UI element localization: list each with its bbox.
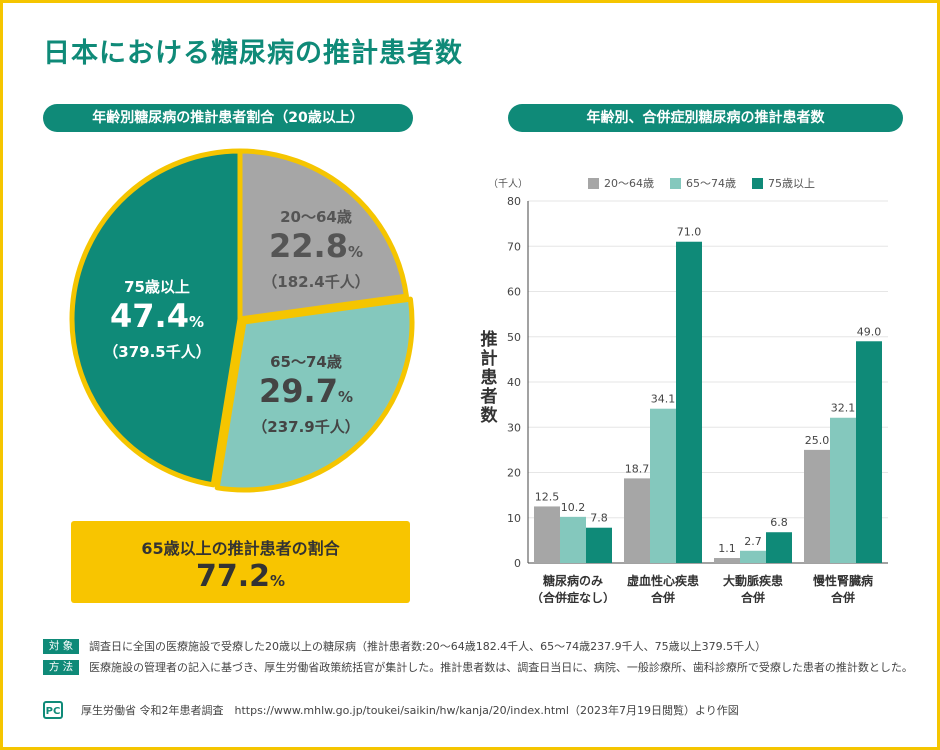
note-row: 対 象 調査日に全国の医療施設で受療した20歳以上の糖尿病（推計患者数:20〜6… [43, 639, 913, 654]
bar [534, 506, 560, 563]
bar [830, 417, 856, 563]
pie-label-sub: （237.9千人） [252, 418, 360, 436]
x-tick-label: 大動脈疾患 [723, 573, 783, 588]
bar-value-label: 2.7 [744, 535, 762, 548]
bar [766, 532, 792, 563]
legend-item: 65〜74歳 [670, 175, 736, 191]
y-tick-label: 80 [507, 195, 521, 208]
pie-slice [69, 148, 243, 488]
bar-value-label: 32.1 [831, 402, 856, 415]
legend-label: 65〜74歳 [686, 177, 736, 190]
bar [650, 408, 676, 563]
legend-item: 20〜64歳 [588, 175, 654, 191]
summary-value: 77.2% [195, 559, 286, 594]
note-tag: 方 法 [43, 660, 79, 675]
bar-section-header: 年齢別、合併症別糖尿病の推計患者数 [508, 104, 903, 132]
y-tick-label: 10 [507, 512, 521, 525]
bar-value-label: 6.8 [770, 516, 788, 529]
y-unit-label: （千人） [488, 178, 528, 190]
summary-box: 65歳以上の推計患者の割合 77.2% [71, 521, 410, 603]
pie-label-name: 20〜64歳 [280, 208, 352, 226]
x-tick-label: 糖尿病のみ [543, 573, 603, 588]
bar [804, 449, 830, 563]
note-tag: 対 象 [43, 639, 79, 654]
pie-label-pct: 47.4% [110, 297, 204, 335]
pie-label-20-64: 20〜64歳 22.8% （182.4千人） [251, 206, 381, 292]
bar-chart: （千人） 0 10 20 30 40 50 60 70 80 12.510.2 7.8 糖尿病のみ （合併… [488, 178, 888, 603]
legend-swatch [588, 177, 599, 189]
y-tick-label: 30 [507, 421, 521, 434]
pc-logo-icon: PC [43, 701, 63, 719]
pie-label-name: 65〜74歳 [270, 353, 342, 371]
y-tick-label: 0 [514, 557, 521, 570]
x-tick-label: （合併症なし） [531, 590, 615, 603]
y-tick-label: 50 [507, 331, 521, 344]
pie-slice [214, 296, 415, 493]
bar [740, 550, 766, 563]
bar-value-label: 12.5 [535, 490, 560, 503]
x-tick-label: 合併 [651, 590, 675, 603]
note-text: 医療施設の管理者の記入に基づき、厚生労働省政策統括官が集計した。推計患者数は、調… [89, 661, 913, 674]
bar [586, 527, 612, 563]
source-text: 厚生労働省 令和2年患者調査 https://www.mhlw.go.jp/to… [81, 704, 739, 717]
legend-swatch [752, 177, 763, 189]
pie-label-sub: （379.5千人） [103, 343, 211, 361]
note-row: 方 法 医療施設の管理者の記入に基づき、厚生労働省政策統括官が集計した。推計患者… [43, 660, 913, 675]
y-tick-label: 60 [507, 286, 521, 299]
bar-value-label: 1.1 [718, 542, 736, 555]
bar [714, 558, 740, 563]
pie-label-75plus: 75歳以上 47.4% （379.5千人） [87, 276, 227, 362]
note-text: 調査日に全国の医療施設で受療した20歳以上の糖尿病（推計患者数:20〜64歳18… [89, 640, 767, 653]
x-tick-label: 合併 [741, 590, 765, 603]
pie-label-65-74: 65〜74歳 29.7% （237.9千人） [236, 351, 376, 437]
bar [560, 516, 586, 563]
y-tick-label: 40 [507, 376, 521, 389]
x-tick-label: 虚血性心疾患 [627, 573, 699, 588]
y-tick-label: 20 [507, 467, 521, 480]
y-tick-label: 70 [507, 240, 521, 253]
pie-label-name: 75歳以上 [124, 278, 190, 296]
legend-label: 20〜64歳 [604, 177, 654, 190]
bar-value-label: 10.2 [561, 501, 586, 514]
notes: 対 象 調査日に全国の医療施設で受療した20歳以上の糖尿病（推計患者数:20〜6… [43, 639, 913, 681]
bar-value-label: 34.1 [651, 393, 676, 406]
page-title: 日本における糖尿病の推計患者数 [43, 38, 463, 69]
bar-value-label: 71.0 [677, 226, 702, 239]
legend-label: 75歳以上 [768, 177, 815, 190]
bar-value-label: 25.0 [805, 434, 830, 447]
bar-legend: 20〜64歳 65〜74歳 75歳以上 [588, 175, 815, 191]
pie-label-pct: 22.8% [269, 227, 363, 265]
pie-label-pct: 29.7% [259, 372, 353, 410]
bar-value-label: 7.8 [590, 512, 608, 525]
bar [624, 478, 650, 563]
bar-value-label: 18.7 [625, 462, 650, 475]
legend-item: 75歳以上 [752, 175, 815, 191]
source: PC 厚生労働省 令和2年患者調査 https://www.mhlw.go.jp… [43, 701, 739, 719]
bar-value-label: 49.0 [857, 325, 882, 338]
bar [676, 241, 702, 563]
legend-swatch [670, 177, 681, 189]
pie-chart [69, 148, 415, 493]
bar [856, 341, 882, 563]
pie-label-sub: （182.4千人） [262, 273, 370, 291]
summary-label: 65歳以上の推計患者の割合 [141, 539, 340, 558]
pie-slice [237, 148, 409, 322]
x-tick-label: 慢性腎臓病 [813, 573, 873, 588]
pie-section-header: 年齢別糖尿病の推計患者割合（20歳以上） [43, 104, 413, 132]
y-axis-title: 推計患者数 [480, 330, 498, 426]
x-tick-label: 合併 [831, 590, 855, 603]
